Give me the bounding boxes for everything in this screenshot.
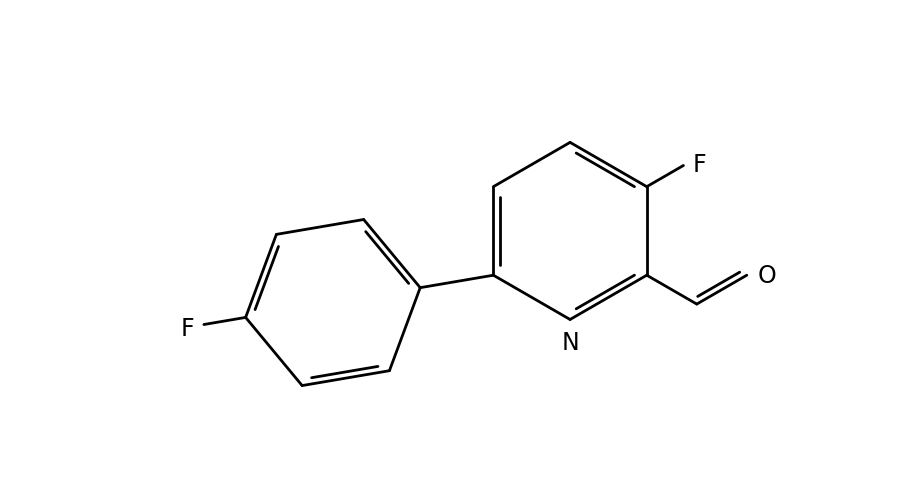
Text: F: F <box>693 153 706 177</box>
Text: O: O <box>757 264 776 287</box>
Text: F: F <box>181 316 194 340</box>
Text: N: N <box>561 330 579 355</box>
